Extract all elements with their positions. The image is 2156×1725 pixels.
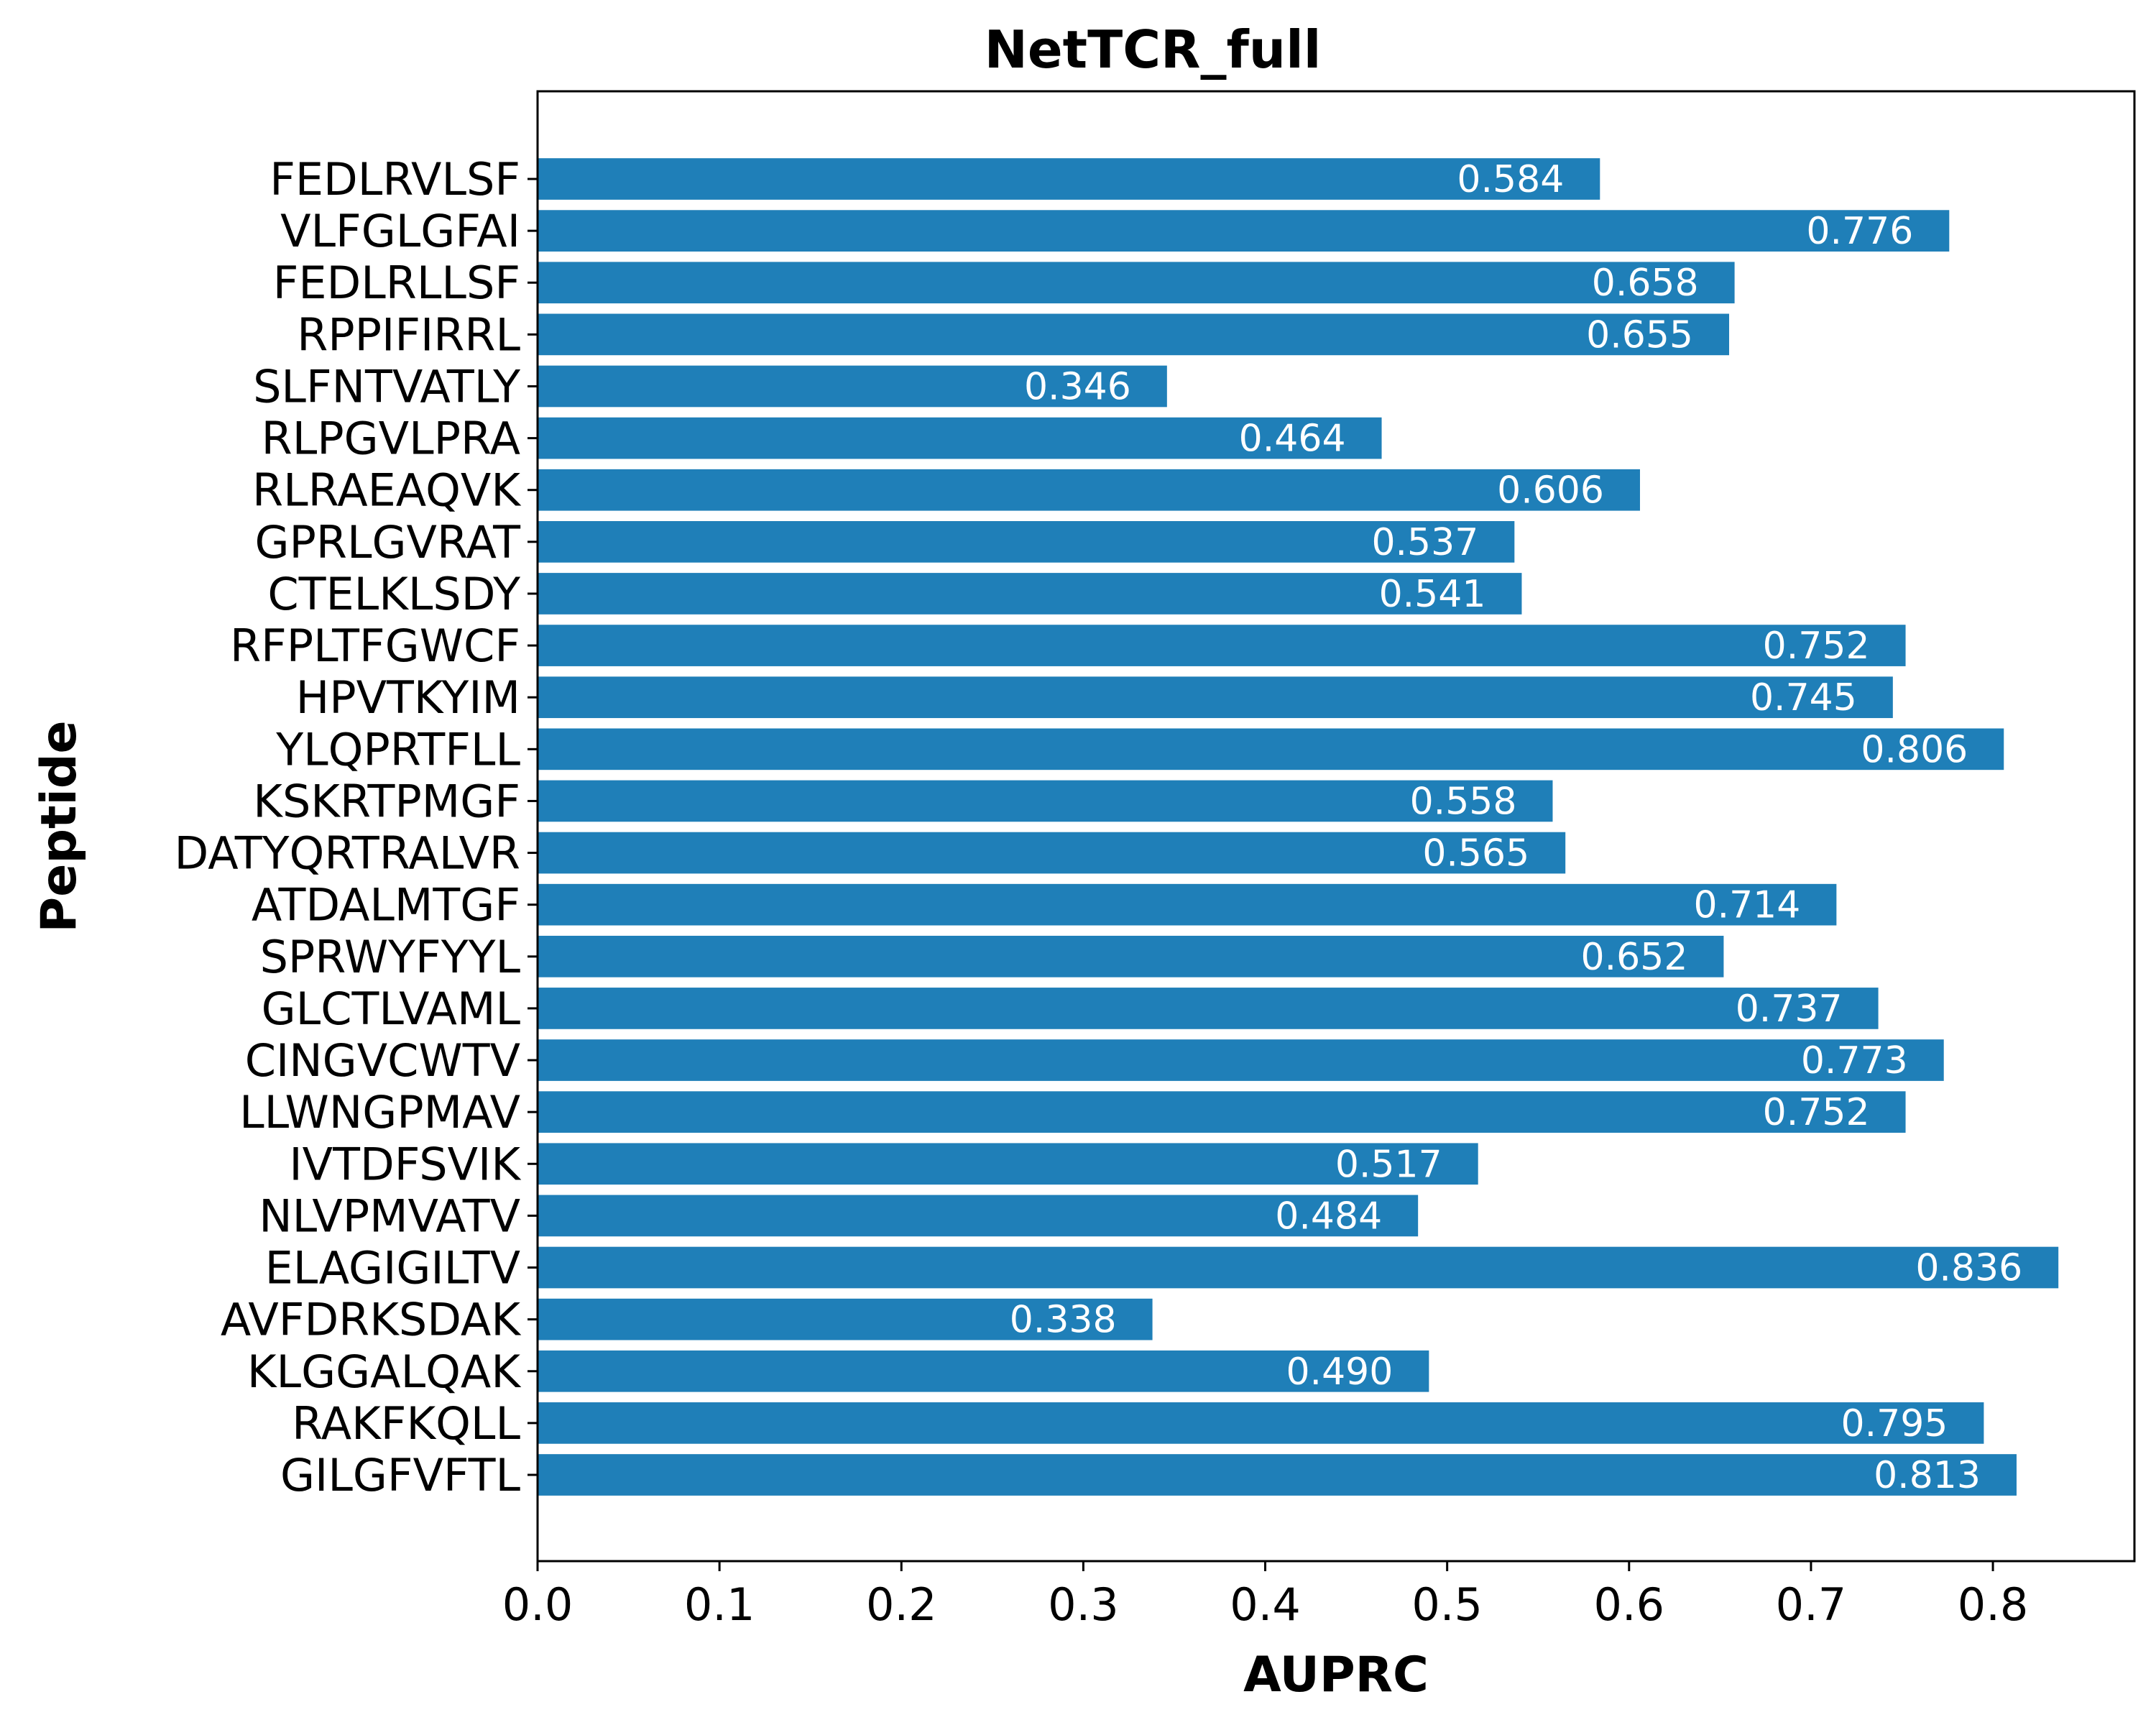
bar-klggalqak xyxy=(538,1350,1429,1392)
bar-value-label: 0.752 xyxy=(1763,625,1870,668)
category-label: YLQPRTFLL xyxy=(275,723,520,776)
bar-ctelklsdy xyxy=(538,573,1522,615)
category-label: FEDLRVLSF xyxy=(270,153,520,206)
bar-datyqrtralvr xyxy=(538,832,1566,874)
bar-value-label: 0.652 xyxy=(1581,936,1688,979)
x-axis-label: AUPRC xyxy=(1243,1647,1429,1703)
x-tick-label: 0.1 xyxy=(684,1578,755,1631)
plot-frame xyxy=(536,90,2136,1563)
x-tick-label: 0.6 xyxy=(1593,1578,1664,1631)
category-label: KSKRTPMGF xyxy=(253,775,520,827)
category-label: GPRLGVRAT xyxy=(254,516,521,569)
category-label: CTELKLSDY xyxy=(267,568,520,620)
bar-value-label: 0.558 xyxy=(1410,780,1517,823)
bar-value-label: 0.795 xyxy=(1841,1402,1948,1445)
y-axis-label: Peptide xyxy=(31,720,88,932)
category-label: SLFNTVATLY xyxy=(253,360,520,413)
bar-fedlrvlsf xyxy=(538,158,1600,200)
category-label: RAKFKQLL xyxy=(292,1397,520,1450)
bar-value-label: 0.776 xyxy=(1806,210,1913,253)
category-label: CINGVCWTV xyxy=(245,1034,520,1087)
bar-rlpgvlpra xyxy=(538,417,1382,459)
bar-value-label: 0.517 xyxy=(1335,1143,1442,1186)
category-labels-group: FEDLRVLSFVLFGLGFAIFEDLRLLSFRPPIFIRRLSLFN… xyxy=(175,153,538,1501)
category-label: HPVTKYIM xyxy=(296,671,520,724)
bar-cingvcwtv xyxy=(538,1039,1944,1081)
category-label: AVFDRKSDAK xyxy=(221,1294,521,1346)
bar-gilgfvftl xyxy=(538,1454,2017,1496)
category-label: ELAGIGILTV xyxy=(265,1242,520,1294)
bar-value-label: 0.565 xyxy=(1422,832,1529,875)
bar-ivtdfsvik xyxy=(538,1143,1478,1185)
x-tick-label: 0.7 xyxy=(1776,1578,1847,1631)
bar-rppifirrl xyxy=(538,313,1730,356)
bar-sprwyfyyl xyxy=(538,935,1724,978)
bar-gprlgvrat xyxy=(538,520,1515,563)
category-label: KLGGALQAK xyxy=(247,1346,521,1398)
bar-avfdrksdak xyxy=(538,1298,1153,1340)
x-tick-label: 0.5 xyxy=(1411,1578,1483,1631)
bar-value-label: 0.773 xyxy=(1801,1039,1908,1082)
bar-nlvpmvatv xyxy=(538,1195,1419,1237)
bar-slfntvatly xyxy=(538,365,1167,408)
chart-title: NetTCR_full xyxy=(985,19,1322,80)
category-label: VLFGLGFAI xyxy=(280,205,520,257)
category-label: GILGFVFTL xyxy=(280,1449,520,1501)
bar-fedlrllsf xyxy=(538,262,1735,304)
bar-rlraeaqvk xyxy=(538,469,1640,511)
bar-value-label: 0.737 xyxy=(1736,988,1843,1031)
bars-group xyxy=(538,158,2059,1496)
bar-value-label: 0.338 xyxy=(1010,1299,1117,1342)
category-label: GLCTLVAML xyxy=(262,983,521,1035)
bar-vlfglgfai xyxy=(538,210,1950,252)
bar-value-label: 0.806 xyxy=(1861,728,1968,771)
bar-value-label: 0.714 xyxy=(1693,884,1800,927)
bar-value-label: 0.484 xyxy=(1275,1195,1382,1238)
bar-value-label: 0.346 xyxy=(1024,365,1131,408)
bar-llwngpmav xyxy=(538,1091,1906,1133)
bar-value-label: 0.813 xyxy=(1874,1454,1981,1497)
x-tick-label: 0.4 xyxy=(1230,1578,1301,1631)
bar-hpvtkyim xyxy=(538,676,1893,719)
category-label: LLWNGPMAV xyxy=(239,1086,520,1138)
category-label: RFPLTFGWCF xyxy=(230,620,520,672)
bar-value-label: 0.537 xyxy=(1371,521,1478,564)
category-label: FEDLRLLSF xyxy=(273,257,520,309)
category-label: SPRWYFYYL xyxy=(260,931,521,983)
x-tick-label: 0.3 xyxy=(1048,1578,1119,1631)
bar-value-label: 0.836 xyxy=(1915,1247,2022,1290)
category-label: NLVPMVATV xyxy=(259,1190,520,1242)
x-tick-label: 0.8 xyxy=(1958,1578,2029,1631)
bar-value-label: 0.752 xyxy=(1763,1091,1870,1134)
category-label: RLPGVLPRA xyxy=(262,413,520,465)
bar-value-label: 0.658 xyxy=(1592,262,1699,305)
category-label: IVTDFSVIK xyxy=(289,1138,521,1190)
value-labels-group: 0.584 0.776 0.658 0.655 0.346 0.464 0.606 0.537… xyxy=(1010,158,2022,1497)
bar-ylqprtfll xyxy=(538,728,2004,770)
bar-kskrtpmgf xyxy=(538,780,1553,822)
bar-glctlvaml xyxy=(538,988,1879,1029)
category-label: RPPIFIRRL xyxy=(297,308,520,361)
x-tick-label: 0.2 xyxy=(866,1578,937,1631)
bar-value-label: 0.745 xyxy=(1750,676,1857,719)
bar-atdalmtgf xyxy=(538,883,1837,926)
bar-elagigiltv xyxy=(538,1246,2059,1289)
bar-value-label: 0.464 xyxy=(1239,418,1346,461)
bar-value-label: 0.606 xyxy=(1497,469,1604,512)
bar-rakfkqll xyxy=(538,1402,1984,1444)
category-label: RLRAEAQVK xyxy=(252,464,521,517)
bar-value-label: 0.490 xyxy=(1286,1351,1393,1394)
bar-value-label: 0.541 xyxy=(1379,573,1486,616)
x-tick-label: 0.0 xyxy=(502,1578,573,1631)
bar-rfpltfgwcf xyxy=(538,625,1906,666)
category-label: DATYQRTRALVR xyxy=(175,827,520,880)
x-ticks-group: 0.0 0.1 0.2 0.3 0.4 0.5 0.6 0.7 0.8 xyxy=(502,1561,2029,1631)
bar-value-label: 0.584 xyxy=(1457,158,1564,201)
category-label: ATDALMTGF xyxy=(252,879,520,932)
bar-value-label: 0.655 xyxy=(1586,313,1693,356)
